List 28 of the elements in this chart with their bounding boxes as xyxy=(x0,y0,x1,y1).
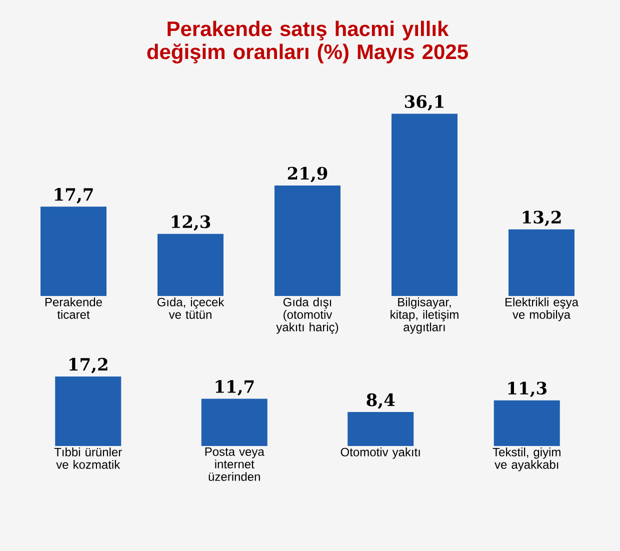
bar xyxy=(508,229,575,296)
x-tick-label: Posta veya internet üzerinden xyxy=(205,448,264,481)
x-tick-label: Gıda, içecek ve tütün xyxy=(157,298,224,319)
x-tick-label: Gıda dışı (otomotiv yakıtı hariç) xyxy=(276,298,338,334)
bar xyxy=(158,234,224,296)
bar xyxy=(494,400,560,446)
bar xyxy=(392,114,458,296)
data-label: 12,3 xyxy=(172,215,210,231)
chart-title: Perakende satış hacmi yıllık değişim oranları (%) Mayıs 2025 xyxy=(147,20,468,64)
data-label: 8,4 xyxy=(366,393,395,409)
data-label: 11,7 xyxy=(216,380,254,396)
bar xyxy=(201,398,268,446)
data-label: 17,7 xyxy=(54,188,93,204)
x-tick-label: Elektrikli eşya ve mobilya xyxy=(505,298,578,322)
data-label: 21,9 xyxy=(288,166,328,182)
bar xyxy=(348,412,414,446)
x-tick-label: Tekstil, giyim ve ayakkabı xyxy=(492,448,560,472)
bar xyxy=(40,206,106,296)
data-label: 17,2 xyxy=(69,358,108,374)
bar xyxy=(55,376,122,446)
data-label: 11,3 xyxy=(508,382,547,398)
x-tick-label: Bilgisayar, kitap, iletişim aygıtları xyxy=(390,298,458,334)
x-tick-label: Tıbbi ürünler ve kozmatik xyxy=(54,448,122,469)
data-label: 13,2 xyxy=(522,210,561,226)
x-tick-label: Perakende ticaret xyxy=(45,298,102,319)
data-label: 36,1 xyxy=(404,95,444,111)
bar xyxy=(274,185,341,296)
x-tick-label: Otomotiv yakıtı xyxy=(340,448,420,459)
